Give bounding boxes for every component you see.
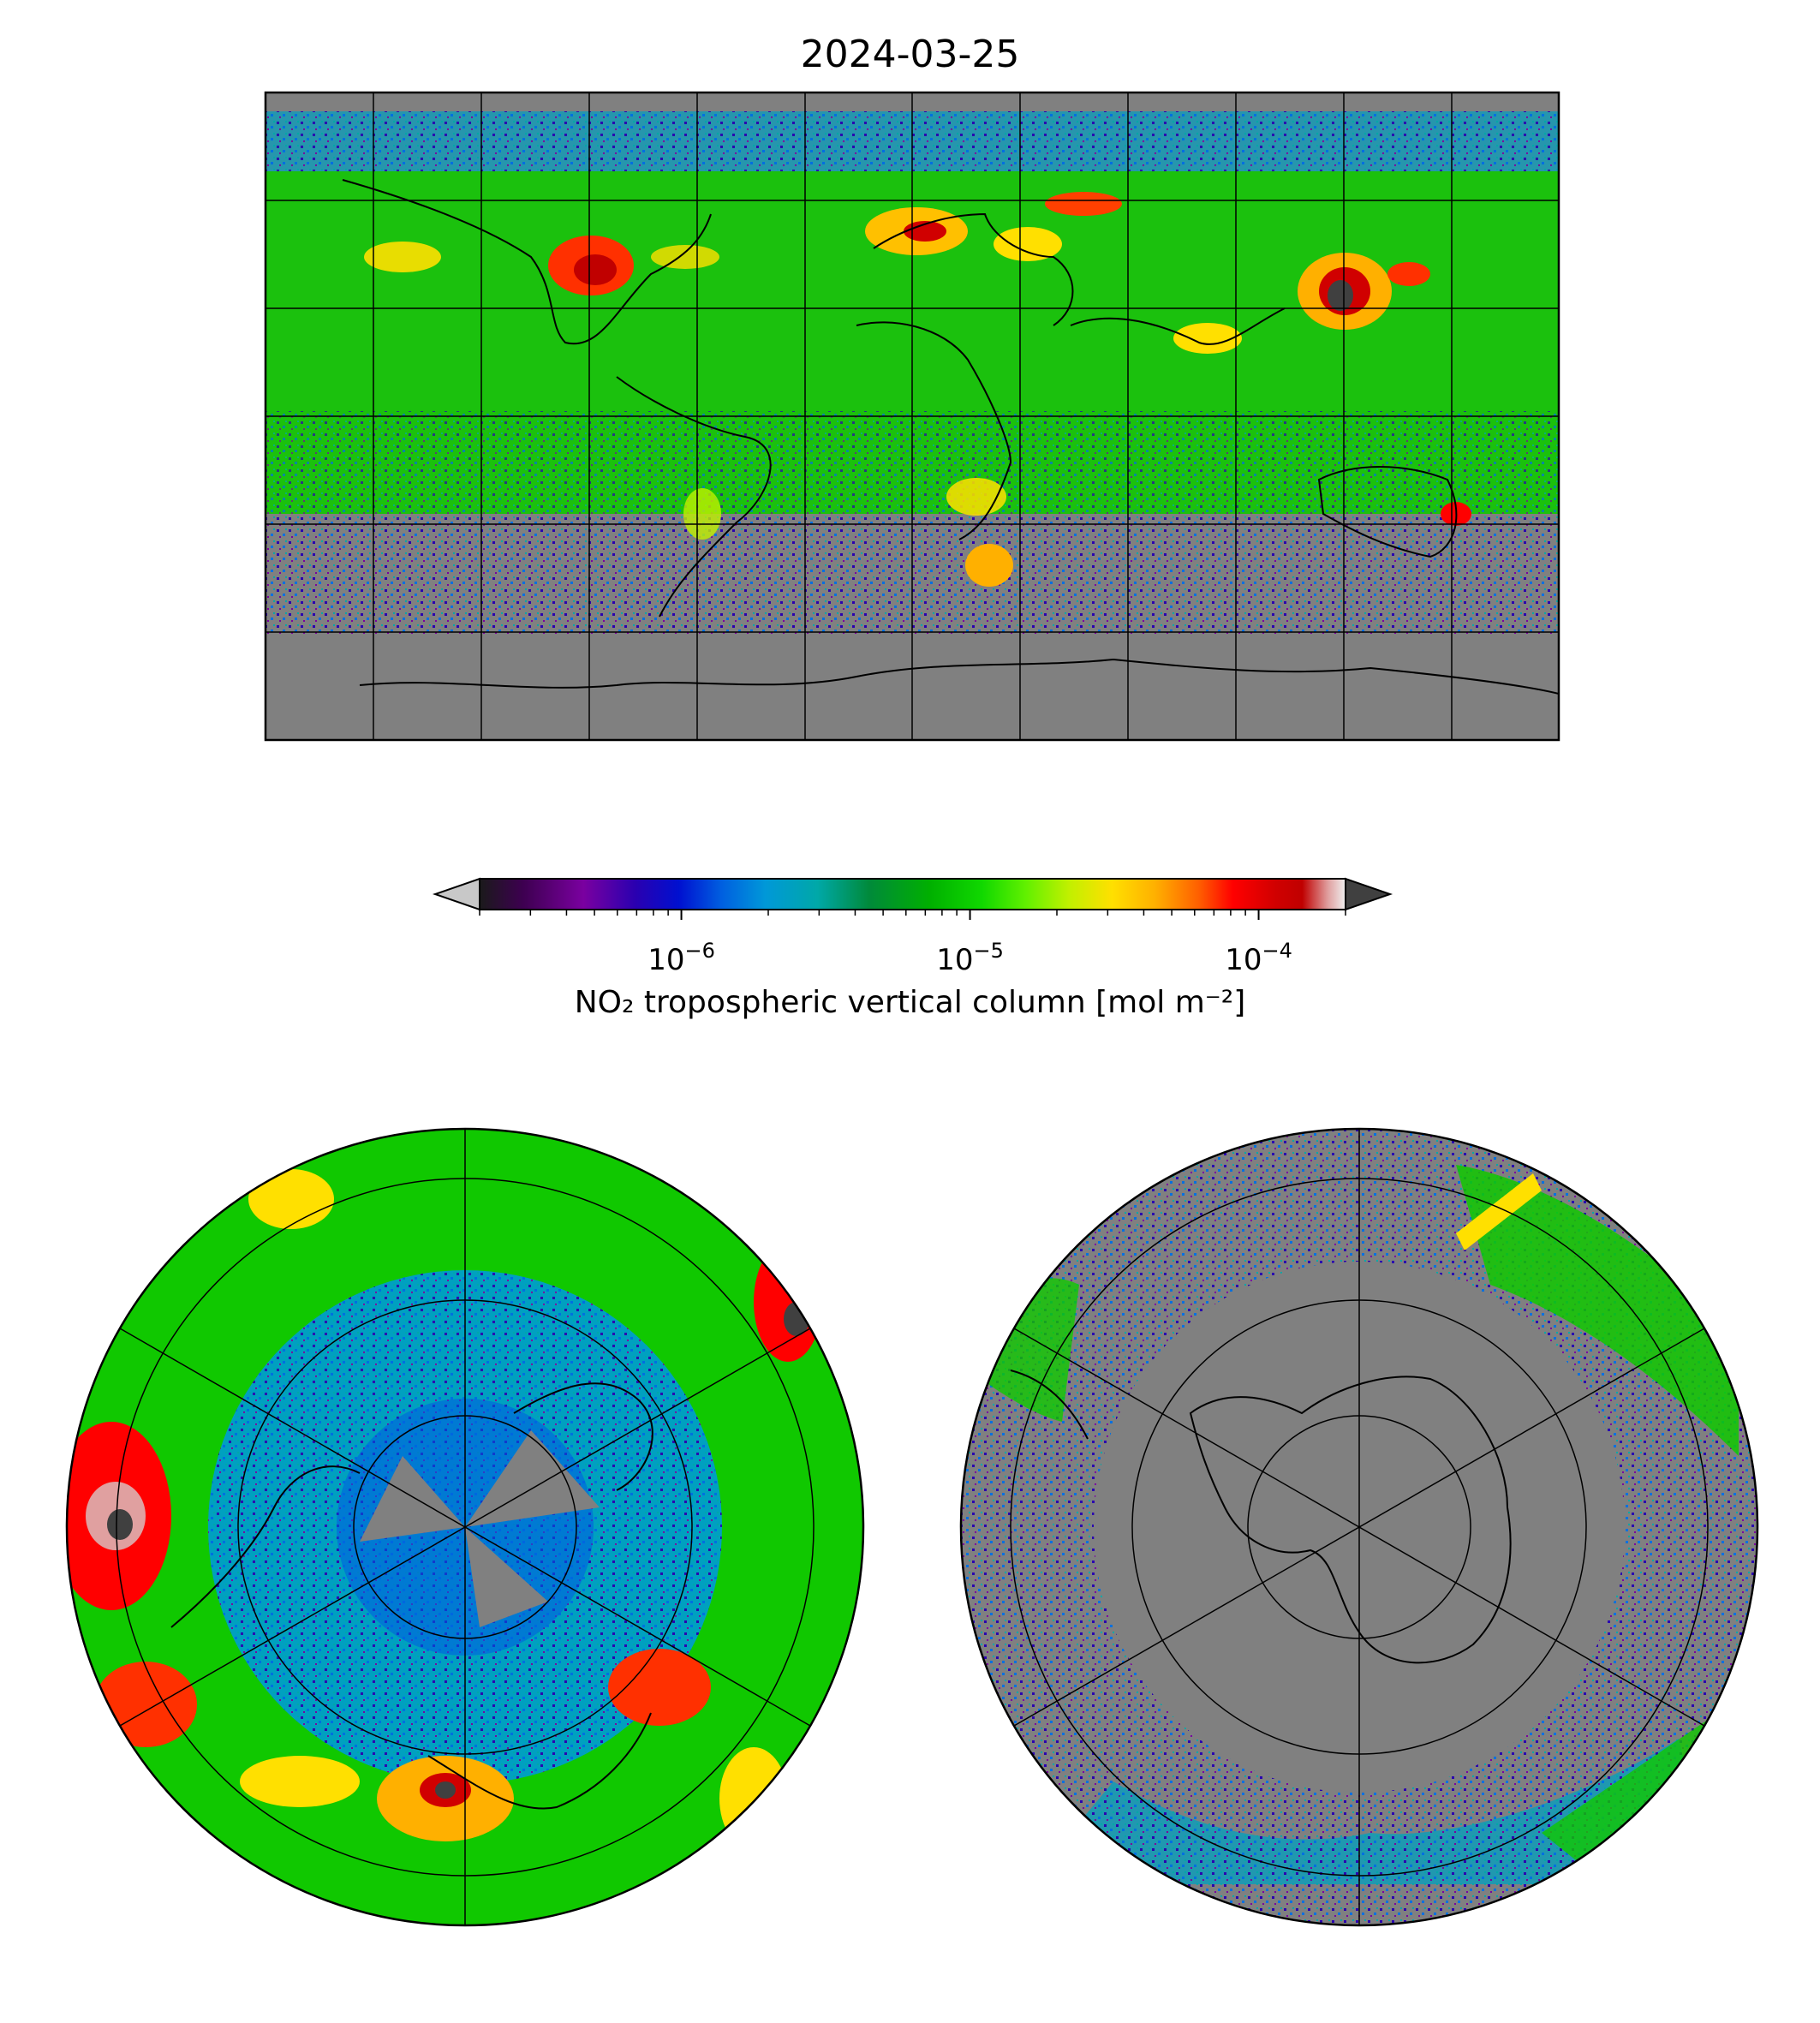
colorbar-ticks: 10−6 10−5 10−4: [479, 910, 1346, 977]
colorbar-tick-label: 10−6: [647, 939, 715, 977]
north-polar-map: [67, 1129, 863, 1925]
colorbar: 10−6 10−5 10−4: [432, 877, 1393, 977]
colorbar-under-extend: [432, 877, 480, 911]
colorbar-tick-label: 10−5: [936, 939, 1004, 977]
colorbar-over-extend: [1345, 877, 1393, 911]
colorbar-gradient: [479, 878, 1346, 910]
global-map-frame: [264, 91, 1560, 742]
north-polar-frame: [65, 1127, 865, 1927]
colorbar-axis-label: NO₂ tropospheric vertical column [mol m⁻…: [574, 985, 1246, 1020]
colorbar-tick-label: 10−4: [1225, 939, 1292, 977]
global-map: [266, 92, 1559, 740]
south-polar-map: [961, 1129, 1757, 1925]
south-polar-frame: [959, 1127, 1759, 1927]
figure-title: 2024-03-25: [800, 33, 1020, 76]
